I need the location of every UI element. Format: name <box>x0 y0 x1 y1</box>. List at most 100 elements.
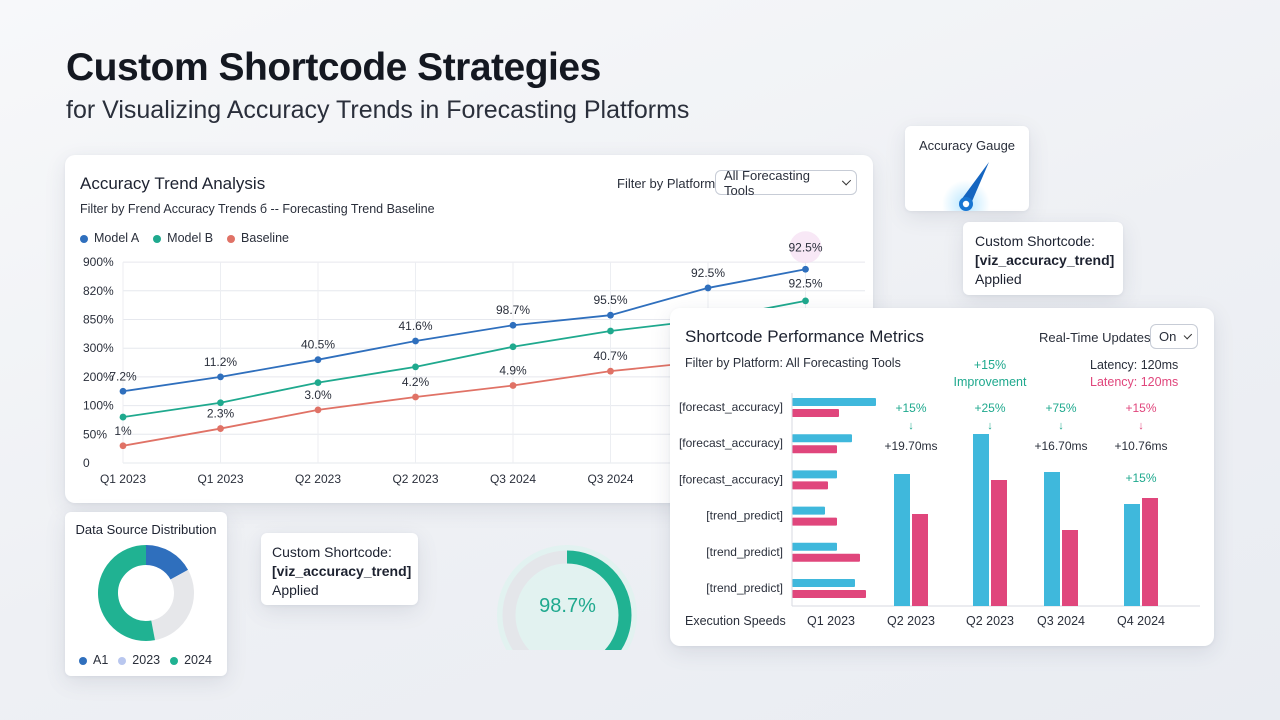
latency-label-alt: Latency: 120ms <box>1090 375 1179 389</box>
donut-slice-A1 <box>145 545 189 581</box>
x-tick-label: Q3 2024 <box>490 472 536 486</box>
ring-gauge-value: 98.7% <box>539 595 596 617</box>
trend-legend: Model A Model B Baseline <box>80 231 289 245</box>
realtime-toggle-select[interactable]: On <box>1150 324 1198 349</box>
vbar-pink <box>1142 498 1158 606</box>
data-label: 4.2% <box>402 375 430 389</box>
metrics-filter-text: Filter by Platform: All Forecasting Tool… <box>685 356 901 370</box>
callout-label: Custom Shortcode: <box>272 544 392 560</box>
page-subtitle: for Visualizing Accuracy Trends in Forec… <box>66 96 690 124</box>
hbar-cyan <box>792 542 837 551</box>
ring-value-arc <box>566 550 632 650</box>
data-label: 2.3% <box>207 407 235 421</box>
row-label: [forecast_accuracy] <box>679 472 783 486</box>
data-point <box>704 284 712 292</box>
hbar-cyan <box>792 506 825 515</box>
realtime-label: Real-Time Updates: <box>1039 330 1155 345</box>
data-point <box>412 337 419 345</box>
data-point <box>314 356 322 364</box>
hbar-pink <box>792 517 837 526</box>
data-point <box>412 393 419 401</box>
hbar-pink <box>792 481 828 490</box>
data-label: 7.2% <box>109 369 137 383</box>
data-label: 1% <box>114 424 132 438</box>
data-point <box>217 373 224 381</box>
data-point <box>802 265 809 273</box>
hbar-cyan <box>792 434 852 443</box>
arrow-down-icon: ↓ <box>987 420 993 432</box>
bar-mid-label: +10.76ms <box>1114 439 1167 453</box>
data-point <box>509 321 517 329</box>
callout-shortcode: [viz_accuracy_trend] <box>272 563 412 579</box>
callout-label: Custom Shortcode: <box>975 233 1095 249</box>
bar-top-label: +15% <box>895 401 926 415</box>
trend-filter-label: Filter by Platform: <box>617 176 719 191</box>
shortcode-callout-top: Custom Shortcode: [viz_accuracy_trend] A… <box>963 222 1123 295</box>
vbar-cyan <box>1124 504 1140 606</box>
legend-dot-icon <box>227 234 236 243</box>
hbar-cyan <box>792 579 855 587</box>
legend-2024[interactable]: 2024 <box>170 653 212 667</box>
x-tick-label: Q4 2024 <box>1117 614 1165 628</box>
legend-a1[interactable]: A1 <box>79 653 108 667</box>
bar-mid-label: +16.70ms <box>1034 439 1087 453</box>
data-point <box>607 367 614 375</box>
legend-dot-icon <box>80 234 88 243</box>
legend-model-b[interactable]: Model B <box>153 231 213 245</box>
row-label: [trend_predict] <box>706 581 783 595</box>
y-tick-label: 820% <box>83 284 114 298</box>
bar-extra-label: +15% <box>1125 471 1156 485</box>
row-label: [trend_predict] <box>706 545 783 559</box>
platform-filter-value: All Forecasting Tools <box>724 167 810 198</box>
bar-top-label: +25% <box>974 401 1005 415</box>
y-tick-label: 50% <box>83 427 107 441</box>
legend-model-a[interactable]: Model A <box>80 231 139 245</box>
vbar-pink <box>991 480 1007 606</box>
legend-dot-icon <box>118 656 127 665</box>
y-tick-label: 900% <box>83 255 114 269</box>
legend-dot-icon <box>170 656 179 665</box>
hbar-pink <box>792 445 837 454</box>
data-point <box>119 442 127 450</box>
bar-top-label: +15% <box>1125 401 1156 415</box>
x-tick-label: Q2 2023 <box>966 614 1014 628</box>
vbar-pink <box>912 514 928 606</box>
data-point <box>119 413 127 421</box>
hbar-pink <box>792 409 839 417</box>
callout-status: Applied <box>272 582 319 598</box>
donut-legend: A1 2023 2024 <box>79 653 212 667</box>
data-point <box>217 399 224 407</box>
donut-slice-2023 <box>150 569 194 641</box>
gauge-needle-icon <box>942 162 990 211</box>
execution-speeds-label: Execution Speeds <box>685 614 786 628</box>
data-label: 92.5% <box>691 266 725 280</box>
trend-description: Filter by Frend Accuracy Trends б -- For… <box>80 202 435 216</box>
platform-filter-select[interactable]: All Forecasting Tools <box>715 167 857 198</box>
data-label: 41.6% <box>398 319 432 333</box>
callout-shortcode: [viz_accuracy_trend] <box>975 252 1115 268</box>
callout-status: Applied <box>975 271 1022 287</box>
legend-dot-icon <box>153 234 162 243</box>
highlight-label-a: 92.5% <box>788 240 822 254</box>
highlight-glow <box>789 231 822 264</box>
data-point <box>509 382 517 389</box>
vbar-cyan <box>894 474 910 606</box>
legend-2023[interactable]: 2023 <box>118 653 160 667</box>
data-label: 3.0% <box>304 388 332 402</box>
gauge-card-title: Accuracy Gauge <box>918 138 1016 153</box>
data-point <box>802 297 809 305</box>
data-point <box>607 311 614 319</box>
hbar-pink <box>792 553 860 562</box>
data-label: 4.9% <box>499 364 527 378</box>
accuracy-ring-gauge <box>497 545 637 650</box>
data-source-donut-chart <box>98 545 194 641</box>
legend-baseline[interactable]: Baseline <box>227 231 289 245</box>
x-tick-label: Q3 2024 <box>1037 614 1085 628</box>
vbar-cyan <box>973 434 989 606</box>
latency-label: Latency: 120ms <box>1090 358 1179 372</box>
row-label: [trend_predict] <box>706 509 783 523</box>
vbar-cyan <box>1044 472 1060 606</box>
y-tick-label: 200% <box>83 370 114 384</box>
y-tick-label: 100% <box>83 399 114 413</box>
series-line-0 <box>122 268 806 393</box>
